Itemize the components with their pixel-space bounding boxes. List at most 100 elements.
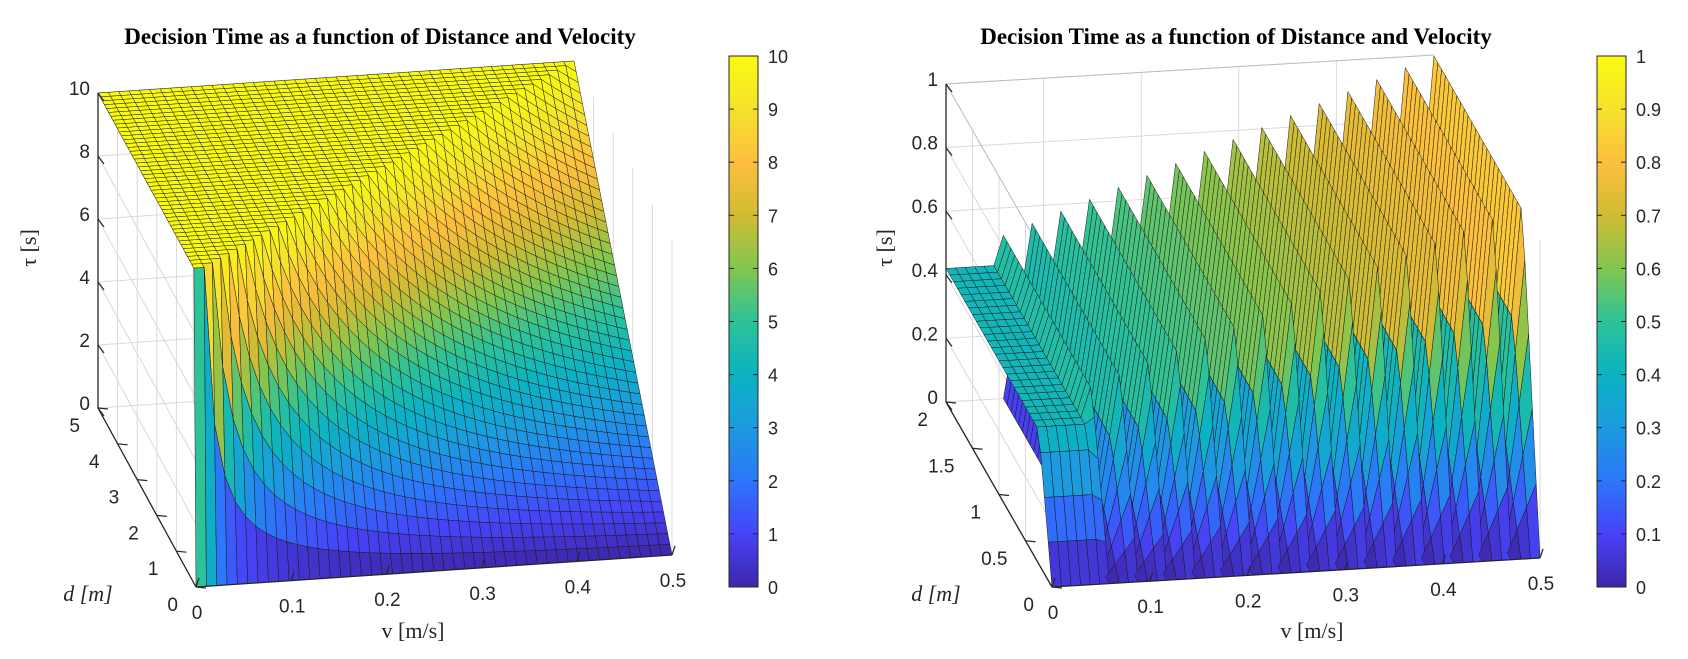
y-tick bbox=[97, 407, 109, 410]
x-tick-label: 0.1 bbox=[1137, 597, 1163, 618]
surface-cell bbox=[648, 490, 662, 502]
left-chart-panel: Decision Time as a function of Distance … bbox=[0, 0, 844, 654]
y-tick-label: 0 bbox=[1023, 595, 1034, 616]
z-tick bbox=[945, 210, 953, 220]
z-tick-label: 1 bbox=[927, 70, 938, 91]
z-tick bbox=[945, 147, 953, 156]
z-tick-label: 0 bbox=[927, 388, 938, 409]
z-tick-label: 0.2 bbox=[912, 324, 938, 345]
surface-cell bbox=[657, 533, 671, 546]
y-tick-label: 5 bbox=[69, 416, 80, 437]
colorbar-tick-label: 3 bbox=[768, 419, 778, 439]
right-chart-svg: Decision Time as a function of Distance … bbox=[872, 24, 1661, 643]
y-tick bbox=[137, 479, 148, 482]
surface-cell bbox=[650, 500, 664, 513]
colorbar-tick-label: 0.4 bbox=[1636, 366, 1661, 386]
z-axis-label: τ [s] bbox=[16, 229, 41, 267]
colorbar-tick-label: 0.9 bbox=[1636, 100, 1661, 120]
right-chart-panel: Decision Time as a function of Distance … bbox=[844, 0, 1688, 654]
x-tick-label: 0.2 bbox=[1235, 591, 1261, 612]
y-tick bbox=[117, 443, 128, 446]
z-tick bbox=[97, 92, 105, 102]
colorbar-tick-label: 0.7 bbox=[1636, 206, 1661, 226]
colorbar-tick-label: 9 bbox=[768, 100, 778, 120]
surface-cell bbox=[646, 479, 660, 491]
chart-title: Decision Time as a function of Distance … bbox=[124, 24, 636, 49]
surface-cell bbox=[644, 468, 658, 481]
surface-cell bbox=[629, 392, 643, 405]
z-tick bbox=[97, 218, 105, 228]
x-tick-label: 0.5 bbox=[1528, 574, 1554, 595]
x-tick-label: 0.1 bbox=[279, 597, 305, 618]
y-tick bbox=[176, 550, 187, 553]
surface-plot bbox=[945, 55, 1541, 588]
x-tick bbox=[1441, 554, 1446, 564]
x-tick bbox=[1539, 548, 1544, 559]
y-tick bbox=[1025, 540, 1036, 543]
z-tick bbox=[945, 83, 953, 93]
z-tick-label: 4 bbox=[79, 268, 90, 289]
y-tick-label: 1 bbox=[148, 559, 159, 580]
left-chart-svg: Decision Time as a function of Distance … bbox=[16, 24, 788, 643]
z-axis-label: τ [s] bbox=[872, 229, 897, 267]
y-tick bbox=[945, 401, 957, 404]
surface-cell bbox=[642, 457, 656, 470]
x-tick bbox=[385, 565, 390, 575]
x-tick bbox=[1344, 560, 1349, 570]
colorbar: 0 0.1 0.2 0.3 0.4 0.5 0.6 0.7 0.8 0.9 1 bbox=[1596, 47, 1661, 598]
x-tick-label: 0 bbox=[192, 603, 203, 624]
surface-cell bbox=[654, 522, 669, 535]
x-tick-label: 0.3 bbox=[1333, 586, 1359, 607]
z-tick bbox=[945, 274, 953, 284]
colorbar-tick-label: 0.3 bbox=[1636, 419, 1661, 439]
y-tick bbox=[998, 493, 1010, 497]
z-tick bbox=[945, 401, 953, 411]
z-tick bbox=[97, 344, 105, 354]
x-axis-label: v [m/s] bbox=[1281, 618, 1344, 643]
z-tick bbox=[97, 281, 105, 291]
x-tick-label: 0.5 bbox=[660, 571, 686, 592]
colorbar-tick-label: 4 bbox=[768, 366, 778, 386]
z-tick bbox=[945, 338, 953, 347]
z-tick-label: 2 bbox=[79, 331, 90, 352]
y-axis-line bbox=[97, 407, 197, 588]
x-axis-line bbox=[195, 554, 673, 588]
surface-plot bbox=[97, 60, 673, 588]
colorbar: 0 1 2 3 4 5 6 7 8 9 10 bbox=[728, 47, 788, 598]
y-axis-label: d [m] bbox=[63, 581, 113, 606]
x-axis-line bbox=[1051, 557, 1541, 588]
x-tick-label: 0.4 bbox=[1430, 580, 1457, 601]
z-tick-label: 0.8 bbox=[912, 134, 938, 155]
y-tick-label: 3 bbox=[109, 488, 120, 509]
colorbar-tick-label: 6 bbox=[768, 259, 778, 279]
y-tick-label: 1 bbox=[970, 503, 981, 524]
y-axis-label: d [m] bbox=[911, 581, 961, 606]
y-tick-label: 1.5 bbox=[928, 456, 954, 477]
z-tick-label: 0.6 bbox=[912, 197, 938, 218]
colorbar-tick-label: 0.5 bbox=[1636, 313, 1661, 333]
colorbar-tick-label: 0.6 bbox=[1636, 259, 1661, 279]
z-tick-label: 0.4 bbox=[912, 261, 939, 282]
colorbar-tick-label: 0.2 bbox=[1636, 472, 1661, 492]
colorbar-tick-label: 0.8 bbox=[1636, 153, 1661, 173]
z-tick bbox=[97, 407, 105, 417]
surface-cell bbox=[659, 543, 673, 556]
surface-cell bbox=[652, 511, 666, 524]
colorbar-tick-label: 1 bbox=[768, 525, 778, 545]
x-tick bbox=[1051, 577, 1056, 588]
x-tick bbox=[576, 552, 581, 562]
z-tick-label: 6 bbox=[79, 205, 90, 226]
colorbar-tick-label: 5 bbox=[768, 313, 778, 333]
y-tick bbox=[972, 447, 983, 450]
y-tick bbox=[1051, 586, 1063, 589]
x-tick-label: 0.4 bbox=[565, 577, 592, 598]
colorbar-tick-label: 7 bbox=[768, 206, 778, 226]
x-axis-label: v [m/s] bbox=[382, 618, 445, 643]
y-tick bbox=[195, 586, 207, 589]
x-tick bbox=[290, 571, 295, 581]
colorbar-tick-label: 0.1 bbox=[1636, 525, 1661, 545]
surface-cell bbox=[635, 424, 649, 438]
x-tick bbox=[1246, 566, 1251, 576]
